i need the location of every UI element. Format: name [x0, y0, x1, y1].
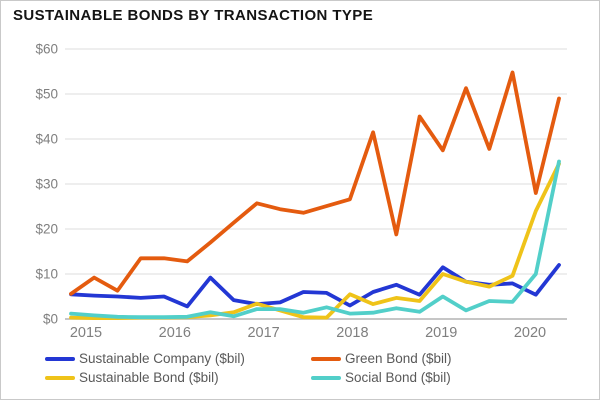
legend-item-sustainable-company-bil: Sustainable Company ($bil) [45, 351, 311, 366]
series-line-sustainable-bond-bil [69, 161, 561, 321]
y-axis-tick-label: $60 [35, 42, 58, 57]
legend-swatch-social-bond-bil [311, 375, 341, 380]
y-axis-tick-label: $10 [35, 267, 58, 282]
y-axis-tick-label: $30 [35, 177, 58, 192]
legend-swatch-sustainable-company-bil [45, 356, 75, 361]
legend-swatch-green-bond-bil [311, 356, 341, 361]
legend-label: Sustainable Bond ($bil) [79, 370, 219, 385]
legend-swatch-sustainable-bond-bil [45, 375, 75, 380]
chart-title: SUSTAINABLE BONDS BY TRANSACTION TYPE [13, 7, 374, 24]
legend-label: Social Bond ($bil) [345, 370, 451, 385]
y-axis-tick-label: $0 [43, 312, 58, 327]
chart-legend: Sustainable Company ($bil) Green Bond ($b… [45, 351, 585, 385]
y-axis-tick-label: $50 [35, 87, 58, 102]
legend-item-sustainable-bond-bil: Sustainable Bond ($bil) [45, 370, 311, 385]
legend-item-green-bond-bil: Green Bond ($bil) [311, 351, 585, 366]
x-axis-tick-label: 2017 [247, 325, 279, 341]
x-axis-tick-label: 2019 [425, 325, 457, 341]
y-axis-tick-label: $20 [35, 222, 58, 237]
legend-label: Green Bond ($bil) [345, 351, 452, 366]
legend-item-social-bond-bil: Social Bond ($bil) [311, 370, 585, 385]
line-chart: $0 $10 $20 $30 $40 $50 $60 2015 2016 2017 2018 2019… [35, 42, 567, 341]
x-axis-tick-label: 2018 [336, 325, 368, 341]
legend-label: Sustainable Company ($bil) [79, 351, 245, 366]
series-line-green-bond-bil [69, 70, 561, 296]
x-axis-tick-label: 2016 [159, 325, 191, 341]
y-axis-tick-label: $40 [35, 132, 58, 147]
series-line-social-bond-bil [69, 159, 561, 320]
x-axis-tick-label: 2015 [70, 325, 102, 341]
x-axis-tick-label: 2020 [514, 325, 546, 341]
